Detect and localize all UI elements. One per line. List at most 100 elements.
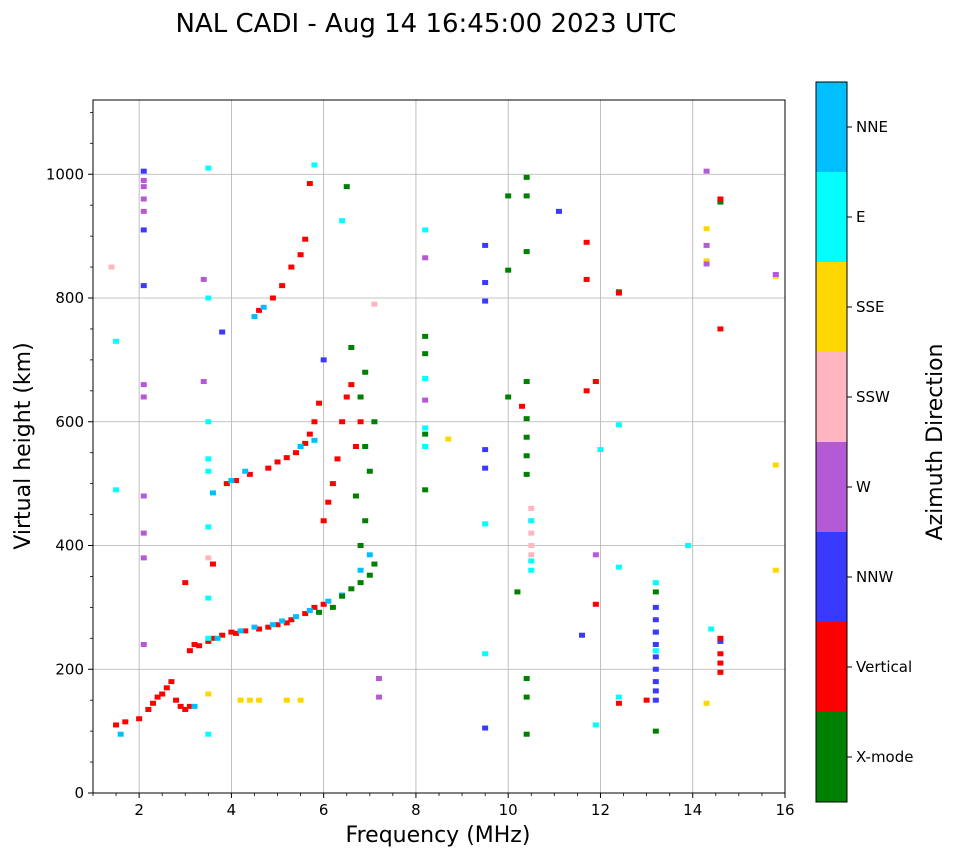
colorbar-tick-label: E [856,208,865,226]
data-point [652,629,659,635]
data-point [685,543,692,548]
data-point [196,643,203,649]
x-tick-label: 12 [591,801,610,819]
data-point [422,431,429,437]
data-point [205,419,212,425]
data-point [140,168,147,174]
data-point [205,635,212,641]
colorbar-segment [816,622,847,712]
data-point [325,499,332,505]
data-point [523,193,530,199]
data-point [283,620,290,626]
data-point [422,333,429,339]
data-point [703,242,710,248]
data-point [205,165,212,171]
data-point [422,444,429,449]
data-point [288,264,295,270]
colorbar-segment [816,442,847,532]
data-point [163,685,170,691]
data-point [223,481,230,487]
data-point [329,481,336,487]
data-point [708,626,715,632]
data-point [122,719,129,725]
data-point [311,162,318,168]
colorbar-tick-label: Vertical [856,658,912,676]
data-point [523,694,530,700]
data-point [592,379,599,385]
data-point [523,249,530,255]
data-point [339,593,346,599]
data-point [191,703,198,709]
data-point [297,252,304,258]
data-point [306,607,313,613]
colorbar-segment [816,262,847,352]
data-point [579,632,586,638]
data-point [482,242,489,248]
data-point [292,614,299,620]
data-point [357,394,364,400]
data-point [159,691,166,697]
data-point [246,471,253,477]
data-point [200,379,207,385]
data-point [445,436,452,442]
colorbar-segment [816,532,847,622]
data-point [329,604,336,610]
data-point [246,697,253,703]
data-point [362,444,369,449]
data-point [302,611,309,617]
data-point [482,651,489,657]
data-point [306,431,313,437]
data-point [592,552,599,558]
axes: 2 4 6 8 10 12 14 16 0 200 400 600 800 1000 [46,111,795,819]
data-point [140,184,147,190]
data-point [320,601,327,607]
data-point [140,196,147,202]
data-point [523,731,530,737]
data-point [422,397,429,403]
data-point [292,450,299,456]
data-point [140,642,147,647]
data-point [717,669,724,675]
data-point [140,530,147,536]
data-point [371,419,378,425]
data-point [352,493,359,499]
data-point [140,283,147,289]
data-point [505,267,512,273]
data-point [523,434,530,440]
data-point [523,676,530,682]
data-point [320,518,327,524]
data-point [237,628,244,634]
x-tick-label: 6 [319,801,329,819]
data-point [205,638,212,644]
data-point [717,638,724,644]
data-point [528,530,535,536]
data-point [113,487,120,493]
data-point [302,440,309,446]
data-point [251,624,258,630]
data-point [366,572,373,578]
data-point [205,555,212,561]
data-point [357,580,364,586]
data-point [422,425,429,431]
data-point [528,505,535,511]
data-point [214,635,221,641]
data-point [182,580,189,586]
data-point [615,694,622,700]
data-point [652,728,659,734]
x-tick-label: 4 [227,801,237,819]
data-point [703,700,710,706]
data-point [523,453,530,459]
data-point [182,706,189,712]
data-point [482,521,489,527]
data-point [265,465,272,471]
data-point [279,283,286,289]
data-point [422,255,429,261]
data-point [528,552,535,558]
data-point [352,444,359,449]
data-point [311,604,318,610]
data-point [339,419,346,425]
data-point [583,276,590,282]
data-point [343,394,350,400]
data-point [237,697,244,703]
data-point [652,697,659,703]
